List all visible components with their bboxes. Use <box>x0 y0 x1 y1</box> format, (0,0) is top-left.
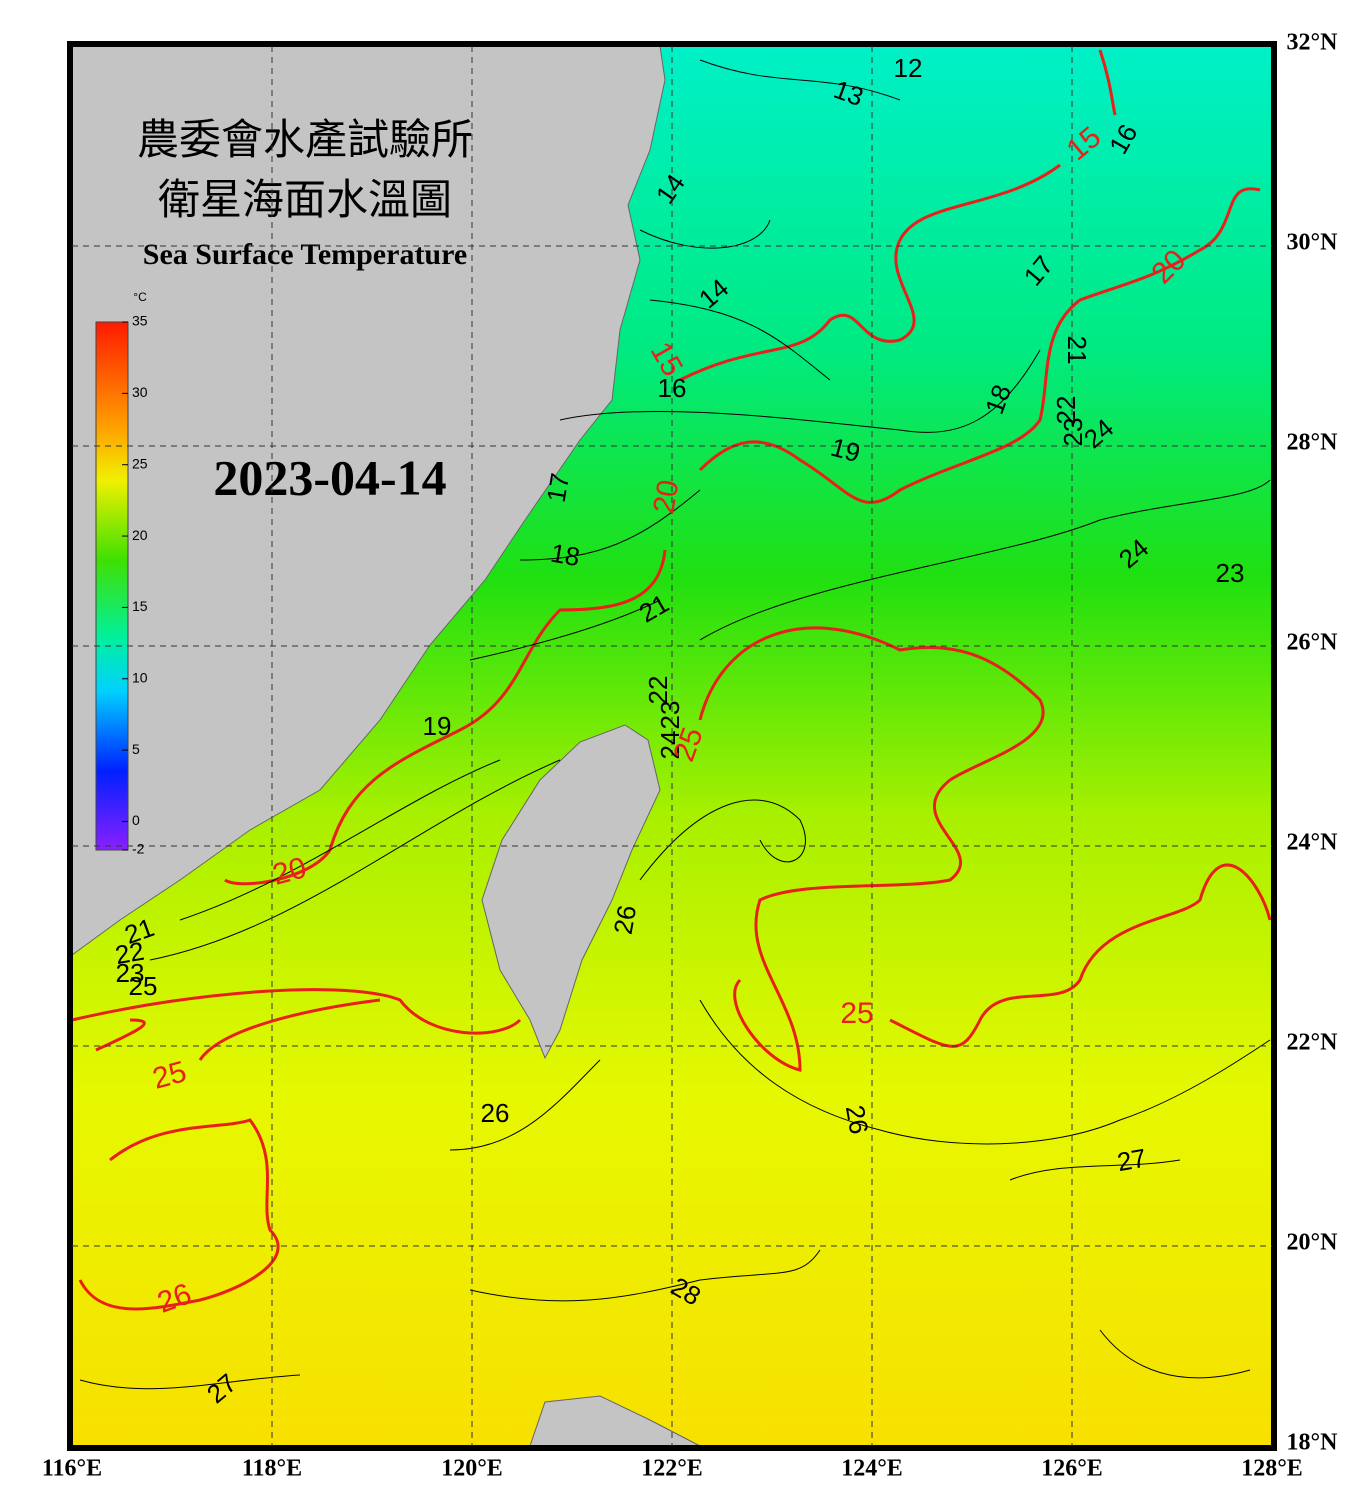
lat-label: 18°N <box>1287 1430 1339 1456</box>
contour-label: 19 <box>423 711 452 741</box>
lat-label: 24°N <box>1287 830 1339 856</box>
mainland <box>71 45 666 956</box>
contour-label: 12 <box>894 53 923 83</box>
colorbar-tick-label: 15 <box>132 598 148 614</box>
contour-label: 21 <box>1062 336 1092 365</box>
contour-label: 22 <box>643 676 673 705</box>
date: 2023-04-14 <box>213 449 446 505</box>
lat-label: 32°N <box>1287 30 1339 56</box>
lon-label: 116°E <box>42 1456 102 1482</box>
contour-label: 23 <box>1058 418 1088 447</box>
contour-label: 20 <box>647 477 685 516</box>
title-zh-1: 農委會水產試驗所 <box>137 115 473 164</box>
contour-label: 18 <box>549 538 583 573</box>
colorbar-tick-label: 10 <box>132 669 148 685</box>
contour-label: 26 <box>840 1103 875 1137</box>
colorbar-tick-label: 35 <box>132 313 148 329</box>
colorbar-tick-label: 25 <box>132 455 148 471</box>
colorbar-tick-label: 20 <box>132 527 148 543</box>
contour-label: 23 <box>655 701 685 730</box>
map-frame <box>67 41 1277 1451</box>
lat-label: 26°N <box>1287 630 1339 656</box>
contour-label: 25 <box>840 997 873 1030</box>
lat-label: 20°N <box>1287 1230 1339 1256</box>
contour-label: 17 <box>541 471 576 505</box>
colorbar-tick-label: 0 <box>132 812 140 828</box>
contour-label: 16 <box>658 373 687 403</box>
colorbar-tick-label: 30 <box>132 384 148 400</box>
red-isotherms <box>71 49 1272 1311</box>
colorbar-tick-label: 5 <box>132 741 140 757</box>
contour-label: 22 <box>113 936 147 971</box>
contour-label: 26 <box>481 1098 510 1128</box>
contour-label: 23 <box>116 958 145 988</box>
lat-label: 28°N <box>1287 430 1339 456</box>
contour-label: 26 <box>608 903 643 937</box>
lat-label: 30°N <box>1287 230 1339 256</box>
contour-label: 22 <box>1051 396 1081 425</box>
lon-label: 120°E <box>441 1456 503 1482</box>
contour-label: 27 <box>1115 1143 1149 1178</box>
colorbar-tick-label: -2 <box>132 841 145 857</box>
title-en: Sea Surface Temperature <box>143 238 467 271</box>
colorbar-unit: °C <box>133 290 147 304</box>
lon-label: 128°E <box>1241 1456 1303 1482</box>
lon-label: 122°E <box>641 1456 703 1482</box>
contour-label: 25 <box>129 971 158 1001</box>
colorbar <box>95 321 129 851</box>
black-isotherms <box>79 59 1271 1390</box>
taiwan <box>481 724 661 1060</box>
title-zh-2: 衛星海面水溫圖 <box>158 175 452 224</box>
lon-label: 124°E <box>841 1456 903 1482</box>
contour-label: 23 <box>1216 558 1245 588</box>
lat-label: 22°N <box>1287 1030 1339 1056</box>
lon-label: 126°E <box>1041 1456 1103 1482</box>
lon-label: 118°E <box>242 1456 302 1482</box>
contour-label: 24 <box>655 731 685 760</box>
